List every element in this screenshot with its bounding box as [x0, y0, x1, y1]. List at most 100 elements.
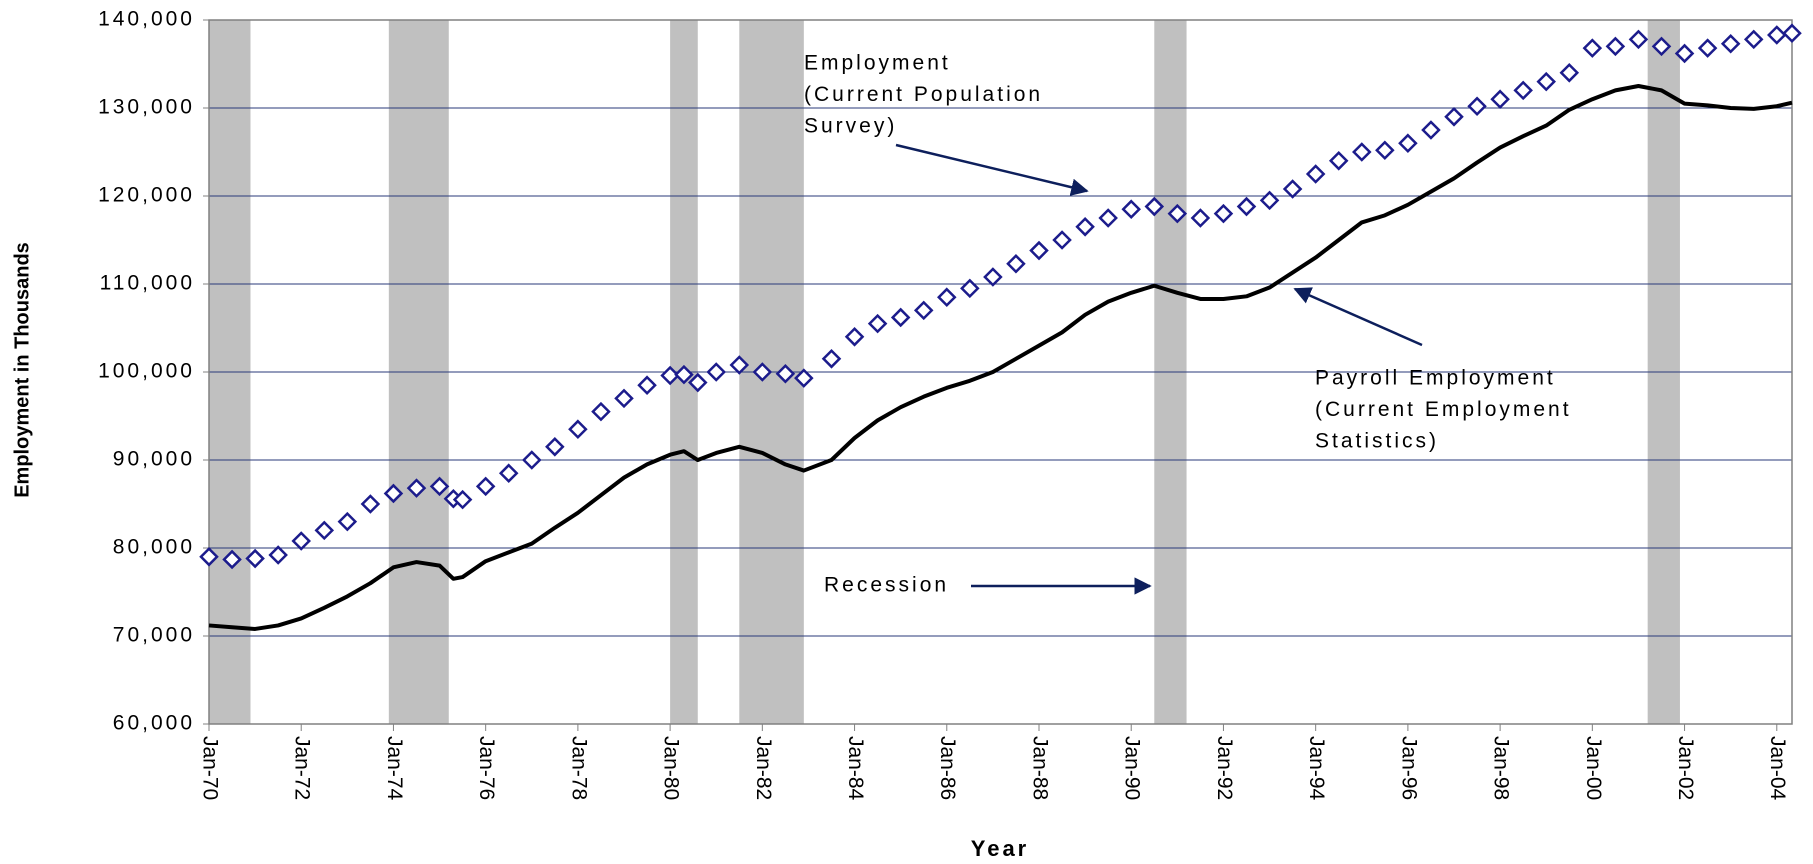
- data-point: [844, 327, 865, 347]
- data-point: [960, 278, 980, 299]
- y-tick-label: 140,000: [98, 8, 195, 31]
- data-point: [1582, 38, 1603, 58]
- data-point: [1144, 196, 1165, 217]
- data-point: [1674, 43, 1695, 64]
- data-point: [1559, 63, 1580, 83]
- data-point: [1121, 199, 1141, 219]
- data-point: [937, 287, 957, 307]
- data-point: [545, 437, 565, 457]
- data-point: [268, 545, 288, 565]
- data-point: [337, 511, 358, 532]
- data-point: [1782, 23, 1802, 43]
- data-point: [429, 476, 450, 497]
- data-point: [890, 307, 911, 328]
- data-point: [1075, 217, 1095, 237]
- annotation: Recession: [824, 574, 949, 597]
- data-point: [1213, 203, 1234, 224]
- y-tick-label: 70,000: [113, 624, 195, 647]
- x-tick-label: Jan-72: [291, 736, 314, 800]
- y-tick-label: 80,000: [113, 536, 195, 559]
- x-tick-label: Jan-00: [1582, 736, 1605, 800]
- data-point: [794, 368, 814, 388]
- data-point: [660, 365, 680, 386]
- data-point: [1697, 38, 1718, 58]
- x-tick-label: Jan-70: [198, 736, 221, 800]
- data-point: [867, 313, 888, 334]
- x-tick-label: Jan-78: [567, 736, 590, 800]
- data-point: [752, 362, 773, 382]
- x-tick-label: Jan-76: [475, 736, 498, 800]
- x-tick-label: Jan-98: [1490, 736, 1513, 800]
- data-point: [637, 375, 657, 395]
- data-point: [1098, 208, 1118, 228]
- data-point: [199, 547, 219, 567]
- data-point: [360, 494, 381, 514]
- data-point: [614, 388, 634, 409]
- data-point: [1651, 36, 1672, 57]
- x-tick-label: Jan-82: [752, 736, 775, 800]
- data-point: [591, 401, 611, 422]
- data-point: [1628, 29, 1649, 50]
- data-point: [222, 549, 242, 570]
- data-point: [1743, 29, 1764, 50]
- data-point: [775, 363, 796, 384]
- data-point: [1375, 140, 1395, 161]
- x-tick-label: Jan-02: [1674, 736, 1697, 800]
- annotation-arrow: [1293, 287, 1423, 347]
- data-point: [1352, 142, 1372, 162]
- annotation: Employment: [804, 52, 951, 75]
- x-tick-label: Jan-92: [1213, 736, 1236, 800]
- y-axis-title: Employment in Thousands: [11, 242, 33, 498]
- data-point: [1513, 80, 1533, 101]
- data-point: [383, 483, 404, 504]
- data-point: [1605, 36, 1626, 57]
- x-tick-label: Jan-90: [1121, 736, 1144, 800]
- y-tick-label: 100,000: [98, 360, 195, 383]
- data-point: [688, 372, 708, 393]
- data-point: [1029, 240, 1049, 261]
- data-point: [1167, 203, 1188, 224]
- data-point: [1398, 133, 1418, 153]
- y-tick-label: 90,000: [113, 448, 195, 471]
- data-point: [1006, 253, 1026, 274]
- data-point: [475, 476, 496, 497]
- x-tick-label: Jan-88: [1028, 736, 1051, 800]
- data-point: [498, 463, 519, 483]
- data-point: [245, 548, 265, 569]
- data-point: [452, 489, 473, 510]
- data-point: [291, 531, 311, 551]
- data-point: [1236, 196, 1257, 217]
- data-point: [913, 300, 934, 321]
- x-tick-label: Jan-04: [1766, 736, 1789, 801]
- y-tick-label: 120,000: [98, 184, 195, 207]
- data-point: [406, 478, 427, 498]
- data-point: [821, 349, 842, 369]
- annotation: Payroll Employment: [1315, 367, 1556, 390]
- annotation: (Current Employment: [1315, 398, 1572, 421]
- data-point: [568, 419, 588, 439]
- data-point: [1282, 179, 1303, 199]
- data-point: [1444, 107, 1464, 127]
- x-tick-label: Jan-80: [660, 736, 683, 800]
- y-tick-label: 60,000: [113, 712, 195, 735]
- data-point: [314, 520, 335, 541]
- data-point: [522, 450, 542, 470]
- data-point: [1767, 25, 1787, 45]
- data-point: [1190, 208, 1211, 228]
- y-tick-label: 110,000: [100, 272, 195, 295]
- data-point: [1259, 190, 1280, 211]
- x-tick-label: Jan-86: [936, 736, 959, 800]
- data-point: [1305, 164, 1326, 184]
- annotation: Survey): [804, 115, 897, 138]
- data-point: [983, 267, 1003, 287]
- data-point: [729, 355, 750, 375]
- x-tick-label: Jan-96: [1397, 736, 1420, 800]
- annotation-arrow: [895, 143, 1089, 196]
- data-point: [1328, 151, 1349, 171]
- annotation: Statistics): [1315, 430, 1439, 453]
- annotation: (Current Population: [804, 83, 1043, 106]
- x-tick-label: Jan-74: [383, 736, 406, 801]
- data-point: [1421, 120, 1441, 140]
- x-axis-title: Year: [971, 836, 1030, 861]
